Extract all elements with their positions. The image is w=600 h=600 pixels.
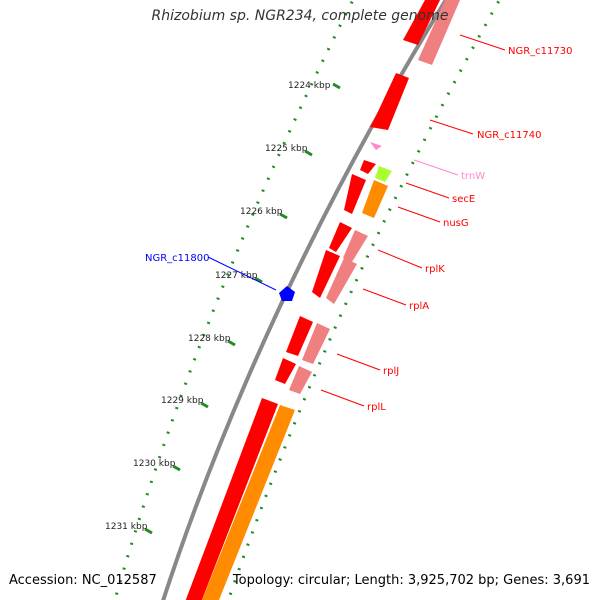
gene-rplk[interactable] — [329, 222, 352, 252]
kbp-label-1231: 1231 kbp — [105, 522, 148, 532]
kbp-label-1229: 1229 kbp — [161, 396, 204, 406]
kbp-label-1230: 1230 kbp — [133, 459, 176, 469]
label-rpll: rplL — [367, 402, 386, 413]
label-ngr-c11800: NGR_c11800 — [145, 253, 210, 264]
kbp-label-1225: 1225 kbp — [265, 144, 308, 154]
gene-orange-large[interactable] — [198, 405, 295, 600]
kbp-label-1224: 1224 kbp — [288, 81, 331, 91]
accession-text: Accession: NC_012587 — [9, 573, 157, 588]
label-rplk: rplK — [425, 264, 445, 275]
label-ngr-c11730: NGR_c11730 — [508, 46, 573, 57]
gene-pale-rpla[interactable] — [326, 258, 357, 304]
kbp-label-1228: 1228 kbp — [188, 334, 231, 344]
gene-pale-top[interactable] — [418, 0, 460, 65]
kbp-label-1227: 1227 kbp — [215, 271, 258, 281]
gene-rplj[interactable] — [286, 316, 313, 356]
gene-pale-rplj[interactable] — [302, 323, 330, 364]
gene-rpla[interactable] — [312, 250, 340, 298]
label-leaders — [207, 34, 506, 407]
label-nusg: nusG — [443, 218, 469, 229]
gene-pale-rpll[interactable] — [289, 366, 312, 394]
label-sece: secE — [452, 194, 475, 205]
gene-ngr-c11730[interactable] — [403, 0, 440, 45]
forward-gene-track — [182, 0, 440, 600]
gene-rpll[interactable] — [275, 358, 296, 384]
gene-large-bottom[interactable] — [182, 398, 278, 600]
topology-text: Topology: circular; Length: 3,925,702 bp… — [232, 573, 590, 588]
gene-trnw[interactable] — [370, 142, 382, 150]
label-trnw: trnW — [461, 171, 485, 182]
gene-pale-rplk[interactable] — [343, 230, 368, 262]
gene-orange-small[interactable] — [362, 180, 388, 218]
kbp-ticks — [144, 82, 341, 535]
gene-sece[interactable] — [360, 160, 376, 174]
gene-ngr-c11800[interactable] — [279, 286, 295, 301]
outer-dotted-track — [226, 0, 502, 600]
label-rpla: rplA — [409, 301, 429, 312]
second-gene-track — [198, 0, 460, 600]
gene-green[interactable] — [375, 166, 392, 182]
label-rplj: rplJ — [383, 366, 399, 377]
genome-title: Rhizobium sp. NGR234, complete genome — [151, 8, 449, 24]
gene-nusg[interactable] — [344, 174, 366, 214]
kbp-label-1226: 1226 kbp — [240, 207, 283, 217]
label-ngr-c11740: NGR_c11740 — [477, 130, 542, 141]
gene-ngr-c11740[interactable] — [370, 73, 409, 130]
